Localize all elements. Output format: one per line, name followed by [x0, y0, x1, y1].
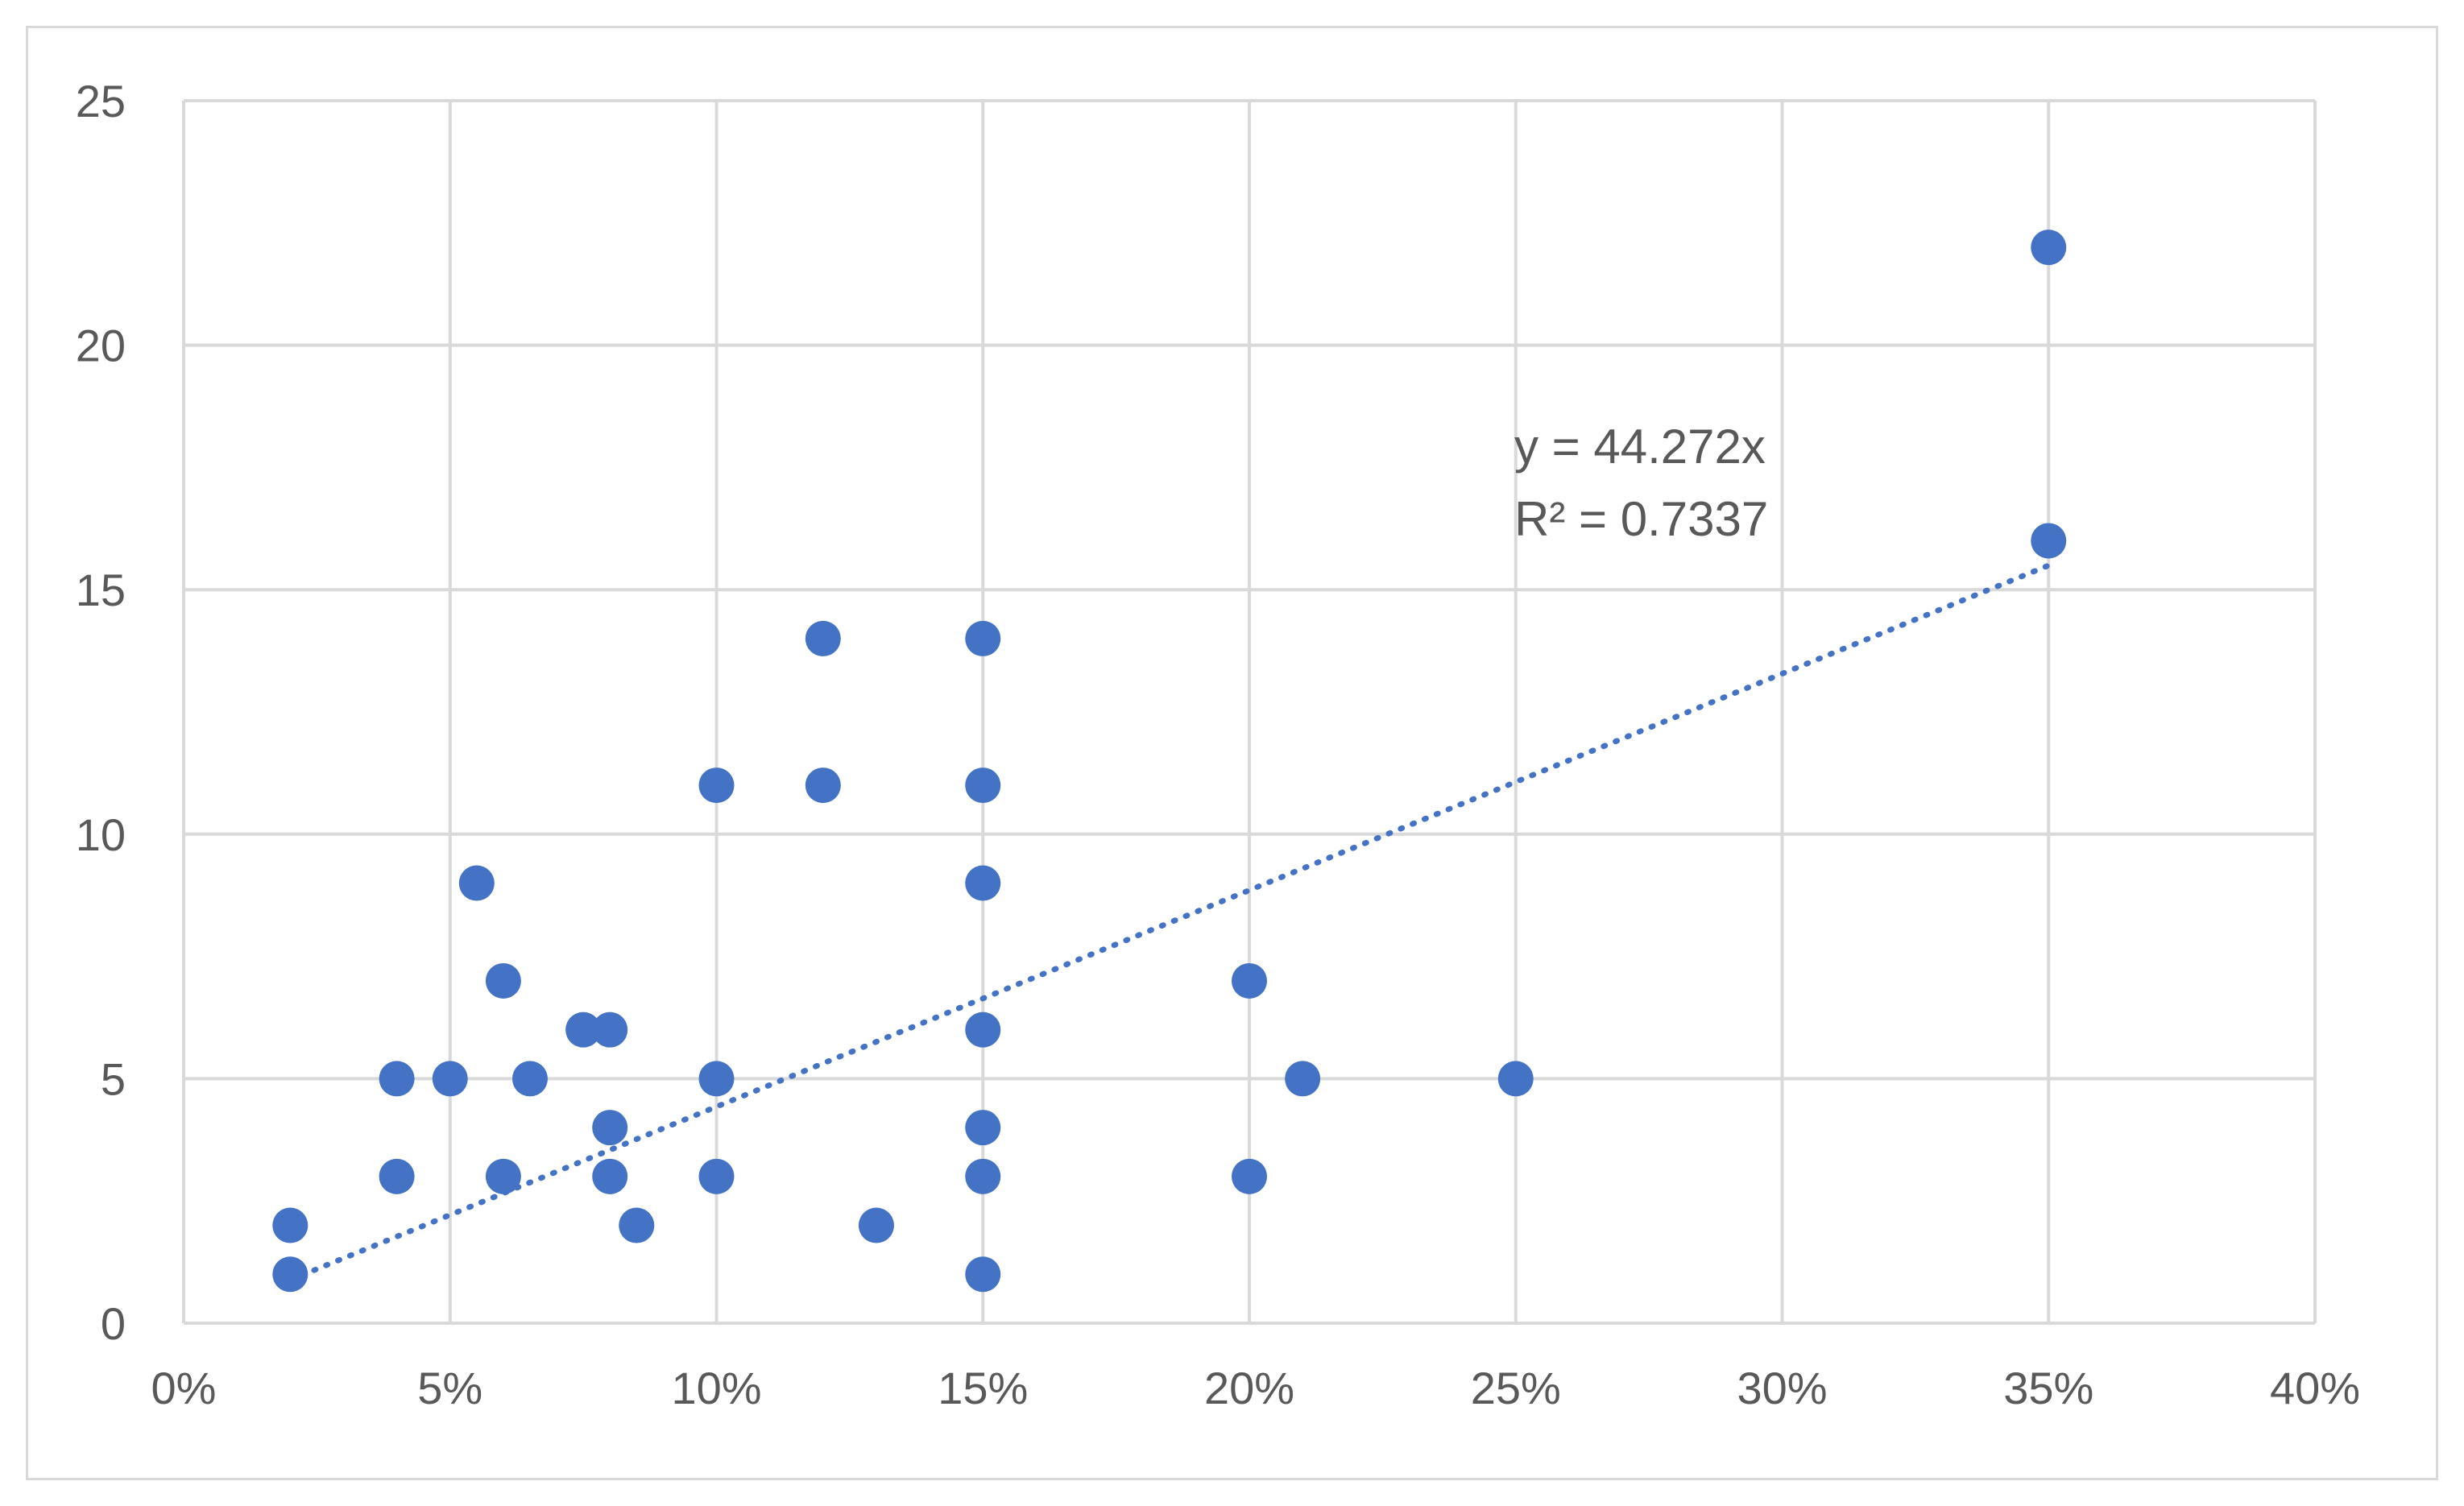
trendline-equation: y = 44.272x — [1514, 420, 1766, 474]
trendline — [287, 562, 2052, 1283]
data-point — [965, 1256, 1001, 1293]
y-tick-label: 0 — [101, 1298, 126, 1349]
x-tick-label: 40% — [2270, 1363, 2360, 1413]
data-point — [698, 1061, 735, 1097]
y-tick-label: 5 — [101, 1053, 126, 1104]
data-point — [698, 1158, 735, 1194]
x-tick-label: 25% — [1471, 1363, 1561, 1413]
data-point — [485, 962, 521, 999]
data-point — [432, 1061, 468, 1097]
chart-frame — [26, 26, 2438, 1480]
data-point — [965, 620, 1001, 656]
x-tick-label: 10% — [671, 1363, 761, 1413]
y-tick-label: 15 — [76, 565, 126, 615]
x-tick-label: 0% — [151, 1363, 217, 1413]
data-point — [965, 865, 1001, 901]
data-point — [1232, 1158, 1267, 1194]
data-point — [511, 1061, 548, 1097]
data-point — [965, 1012, 1001, 1048]
trendline-layer — [287, 562, 2052, 1283]
data-point — [965, 767, 1001, 804]
x-tick-label: 20% — [1204, 1363, 1294, 1413]
data-point — [565, 1012, 602, 1048]
data-point — [2031, 230, 2067, 266]
data-point — [458, 865, 495, 901]
data-point — [379, 1158, 415, 1194]
data-point — [272, 1256, 309, 1293]
data-point — [379, 1061, 415, 1097]
tick-labels-layer: 0% 5% 10% 15% 20% 25% 30% 35% 40% 0 5 10 15 20 25 — [76, 76, 2360, 1413]
y-tick-label: 20 — [76, 321, 126, 371]
data-point — [592, 1110, 628, 1146]
data-point — [272, 1207, 309, 1243]
data-point — [2031, 523, 2067, 559]
data-point — [858, 1207, 894, 1243]
data-point — [805, 620, 841, 656]
data-point — [485, 1158, 521, 1194]
data-point — [698, 767, 735, 804]
data-point — [965, 1110, 1001, 1146]
x-tick-label: 15% — [938, 1363, 1028, 1413]
y-tick-label: 10 — [76, 809, 126, 860]
data-point — [592, 1158, 628, 1194]
trendline-label: y = 44.272x R² = 0.7337 — [1514, 420, 1768, 546]
trendline-r-squared: R² = 0.7337 — [1514, 492, 1768, 546]
data-point — [619, 1207, 655, 1243]
data-points-layer — [272, 230, 2067, 1293]
data-point — [805, 767, 841, 804]
data-point — [965, 1158, 1001, 1194]
x-tick-label: 30% — [1737, 1363, 1827, 1413]
data-point — [1285, 1061, 1321, 1097]
grid-layer — [182, 99, 2317, 1325]
data-point — [1497, 1061, 1534, 1097]
data-point — [1232, 962, 1267, 999]
x-tick-label: 35% — [2003, 1363, 2093, 1413]
x-tick-label: 5% — [417, 1363, 482, 1413]
data-point — [592, 1012, 628, 1048]
y-tick-label: 25 — [76, 76, 126, 126]
